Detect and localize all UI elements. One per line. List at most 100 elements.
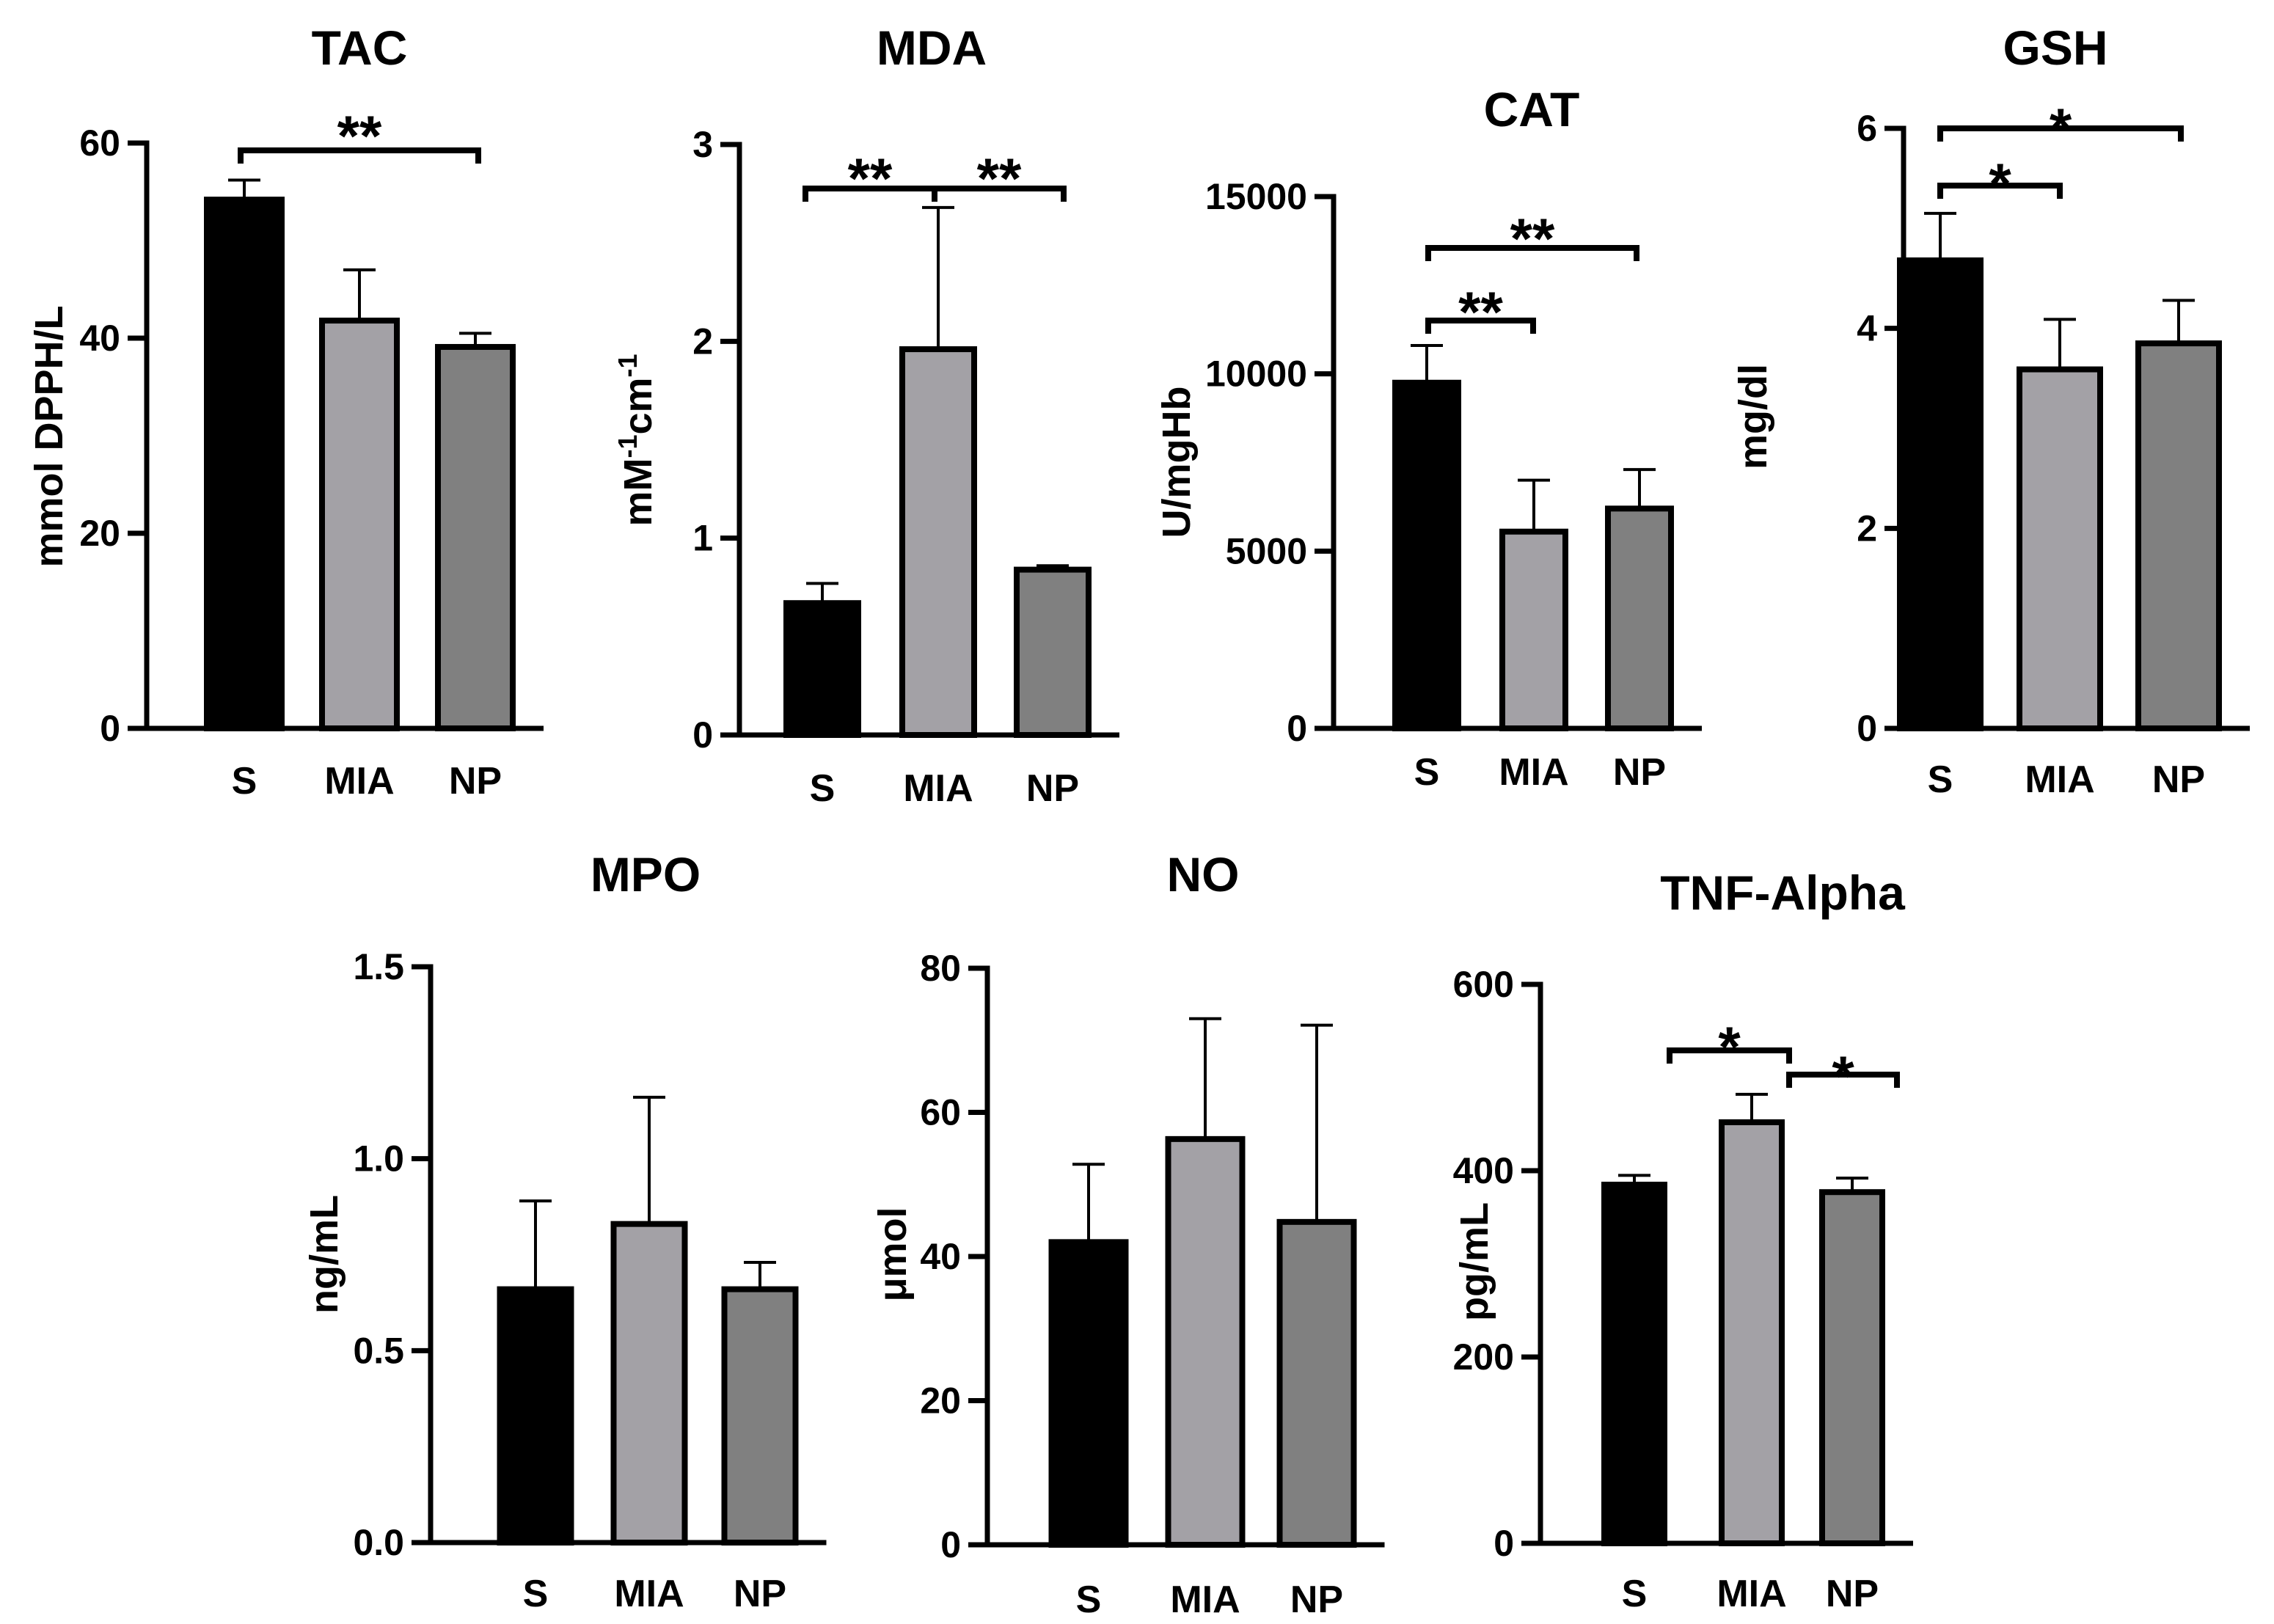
significance-label: ** xyxy=(337,103,382,168)
x-category-label: NP xyxy=(2152,758,2205,801)
y-axis-label: ng/mL xyxy=(302,1195,346,1314)
significance-label: * xyxy=(1989,151,2011,216)
x-category-label: MIA xyxy=(2025,758,2094,801)
chart-panel-tac: TAC 0 20 40 60 mmol DPPH/L S MIA NP ** xyxy=(27,21,544,802)
chart-panel-cat: CAT 0 5000 10000 15000 U/mgHb S MIA NP **** xyxy=(1155,82,1702,794)
x-category-label: NP xyxy=(1613,751,1666,794)
x-category-label: S xyxy=(1076,1579,1102,1621)
y-tick-label: 15000 xyxy=(1205,176,1307,217)
chart-title: MDA xyxy=(877,21,987,75)
y-tick-label: 1.5 xyxy=(353,946,404,987)
y-tick-label: 0 xyxy=(1287,708,1307,749)
y-tick-label: 40 xyxy=(79,318,120,359)
y-tick-label: 400 xyxy=(1453,1150,1514,1191)
chart-title: NO xyxy=(1167,847,1240,901)
bar-np xyxy=(1819,1189,1885,1546)
bar-s xyxy=(1601,1182,1667,1547)
bar-s xyxy=(783,600,861,739)
x-category-label: S xyxy=(232,760,257,802)
y-axis-label: U/mgHb xyxy=(1155,387,1199,538)
significance-bracket xyxy=(1425,318,1536,334)
x-category-label: S xyxy=(1414,751,1440,794)
y-axis-label: μmol xyxy=(871,1207,915,1301)
x-category-label: MIA xyxy=(1717,1573,1786,1615)
y-tick-label: 0.5 xyxy=(353,1330,404,1371)
y-tick-label: 0.0 xyxy=(353,1522,404,1563)
y-tick-label: 3 xyxy=(692,124,713,165)
bar-mia xyxy=(610,1221,688,1546)
y-tick-label: 5000 xyxy=(1226,530,1307,571)
y-tick-label: 1.0 xyxy=(353,1138,404,1179)
significance-label: * xyxy=(1832,1044,1854,1108)
y-tick-label: 10000 xyxy=(1205,354,1307,395)
y-axis-label: mM-1cm-1 xyxy=(613,354,661,526)
x-category-label: MIA xyxy=(903,767,973,810)
y-tick-label: 60 xyxy=(79,122,120,164)
x-category-label: MIA xyxy=(324,760,394,802)
chart-panel-mda: MDA 0 1 2 3 mM-1cm-1 S MIA NP ** ** xyxy=(613,21,1119,810)
bar-mia xyxy=(1499,528,1568,731)
y-tick-label: 80 xyxy=(920,948,961,989)
significance-label: * xyxy=(1718,1014,1741,1079)
x-category-label: NP xyxy=(449,760,502,802)
x-category-label: S xyxy=(1622,1573,1648,1615)
significance-bracket xyxy=(1425,245,1639,261)
x-category-label: NP xyxy=(1026,767,1079,810)
bar-s xyxy=(1048,1239,1129,1548)
y-tick-label: 2 xyxy=(692,321,713,362)
y-tick-label: 60 xyxy=(920,1092,961,1133)
significance-bracket xyxy=(932,186,1067,202)
y-axis-label: mg/dl xyxy=(1731,364,1775,469)
bar-np xyxy=(1276,1218,1357,1548)
significance-label: ** xyxy=(977,146,1022,211)
significance-bracket xyxy=(1937,125,2184,142)
bar-s xyxy=(1392,379,1461,731)
significance-label: ** xyxy=(848,146,893,211)
chart-panel-mpo: MPO 0.0 0.5 1.0 1.5 ng/mL S MIA NP xyxy=(302,847,827,1615)
y-tick-label: 2 xyxy=(1857,508,1877,549)
y-tick-label: 0 xyxy=(692,714,713,756)
y-tick-label: 0 xyxy=(1494,1523,1514,1564)
bar-np xyxy=(435,343,516,732)
x-category-label: S xyxy=(810,767,836,810)
chart-panel-tnf-alpha: TNF-Alpha 0 200 400 600 pg/mL S MIA NP * * xyxy=(1452,866,1913,1615)
y-tick-label: 200 xyxy=(1453,1336,1514,1378)
significance-bracket xyxy=(1667,1047,1792,1064)
y-tick-label: 6 xyxy=(1857,108,1877,149)
chart-title: TNF-Alpha xyxy=(1660,866,1906,920)
chart-title: GSH xyxy=(2003,21,2107,75)
bar-s xyxy=(204,197,285,731)
y-tick-label: 4 xyxy=(1857,308,1877,349)
x-category-label: S xyxy=(1928,758,1953,801)
y-axis-label: pg/mL xyxy=(1452,1202,1496,1321)
significance-label: * xyxy=(2050,96,2072,161)
y-tick-label: 1 xyxy=(692,518,713,559)
y-tick-label: 40 xyxy=(920,1236,961,1277)
x-category-label: MIA xyxy=(1170,1579,1240,1621)
chart-panel-no: NO 0 20 40 60 80 μmol S MIA NP xyxy=(871,847,1385,1621)
y-tick-label: 0 xyxy=(100,708,120,749)
y-tick-label: 0 xyxy=(940,1524,961,1565)
significance-label: ** xyxy=(1458,279,1503,344)
significance-bracket xyxy=(1786,1072,1900,1088)
y-axis-label: mmol DPPH/L xyxy=(27,305,71,567)
y-tick-label: 20 xyxy=(79,513,120,554)
y-tick-label: 0 xyxy=(1857,708,1877,749)
bar-s xyxy=(1897,257,1984,731)
significance-label: ** xyxy=(1510,206,1555,271)
significance-bracket xyxy=(1937,183,2063,199)
bar-np xyxy=(2135,340,2222,732)
chart-title: CAT xyxy=(1484,82,1580,136)
x-category-label: MIA xyxy=(1499,751,1568,794)
bar-mia xyxy=(899,346,977,739)
bar-mia xyxy=(1719,1119,1785,1546)
y-tick-label: 20 xyxy=(920,1380,961,1422)
chart-title: TAC xyxy=(312,21,408,75)
bar-mia xyxy=(2017,366,2103,731)
bar-mia xyxy=(1165,1135,1246,1548)
x-category-label: S xyxy=(523,1573,549,1615)
x-category-label: MIA xyxy=(614,1573,684,1615)
bar-np xyxy=(1605,505,1674,731)
bar-np xyxy=(1014,566,1092,738)
